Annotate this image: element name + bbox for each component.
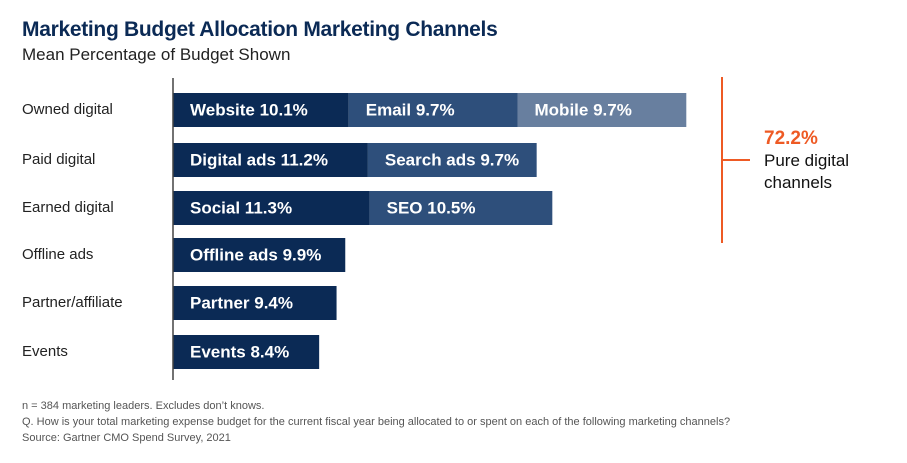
note: n = 384 marketing leaders. Excludes don’… xyxy=(22,400,265,412)
chart-title: Marketing Budget Allocation Marketing Ch… xyxy=(22,18,498,41)
bar-segment xyxy=(173,191,370,225)
value-label: Social 11.3% xyxy=(190,198,292,217)
value-label: Digital ads 11.2% xyxy=(190,150,328,169)
value-label: Events 8.4% xyxy=(190,342,289,361)
category-label: Partner/affiliate xyxy=(22,294,123,311)
notes: n = 384 marketing leaders. Excludes don’… xyxy=(22,398,730,446)
value-label: Search ads 9.7% xyxy=(385,150,519,169)
category-label: Events xyxy=(22,343,68,360)
bar-segment xyxy=(173,238,346,272)
category-label: Earned digital xyxy=(22,199,114,216)
value-label: Email 9.7% xyxy=(366,100,455,119)
chart-subtitle: Mean Percentage of Budget Shown xyxy=(22,45,291,64)
value-label: Partner 9.4% xyxy=(190,293,293,312)
category-label: Paid digital xyxy=(22,151,95,168)
value-label: Website 10.1% xyxy=(190,100,308,119)
bar-segment xyxy=(173,335,320,369)
bar-segment xyxy=(367,143,537,177)
value-label: Offline ads 9.9% xyxy=(190,245,321,264)
bar-segment xyxy=(173,93,349,127)
category-label: Owned digital xyxy=(22,101,113,118)
note: Source: Gartner CMO Spend Survey, 2021 xyxy=(22,432,231,444)
annotation-bracket xyxy=(721,77,750,243)
annotation-value: 72.2% xyxy=(764,128,818,149)
bar-segment xyxy=(369,191,553,225)
bar-segment xyxy=(173,286,337,320)
bar-segment xyxy=(517,93,687,127)
chart: Owned digital Paid digital Earned digital O… xyxy=(22,77,750,380)
value-label: Mobile 9.7% xyxy=(535,100,632,119)
bar-segment xyxy=(173,143,368,177)
bar-segment xyxy=(348,93,518,127)
note: Q. How is your total marketing expense b… xyxy=(22,416,731,428)
annotation: 72.2% Pure digital channels xyxy=(764,128,884,194)
value-label: SEO 10.5% xyxy=(387,198,476,217)
annotation-text: Pure digital channels xyxy=(764,151,850,192)
category-label: Offline ads xyxy=(22,246,93,263)
